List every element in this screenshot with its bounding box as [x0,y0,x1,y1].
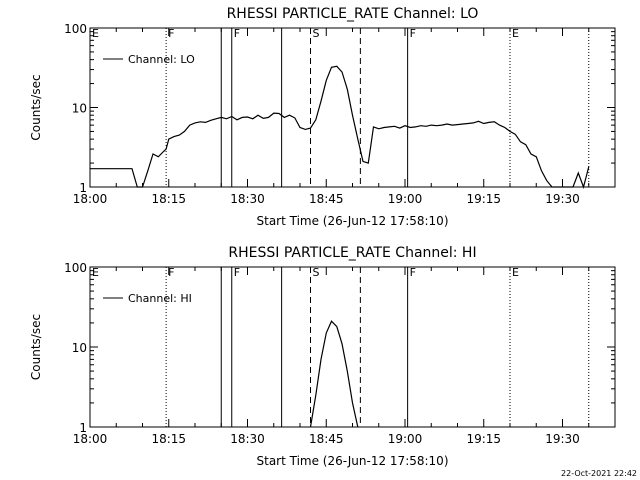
legend-label: Channel: LO [128,53,195,66]
x-tick-label: 18:45 [309,432,344,446]
x-tick-label: 18:00 [73,432,108,446]
event-marker-label: E [512,266,519,279]
x-tick-label: 18:45 [309,192,344,206]
hi-channel-panel: RHESSI PARTICLE_RATE Channel: HI 1 10 100 18… [29,245,616,468]
x-axis-label: Start Time (26-Jun-12 17:58:10) [257,454,449,468]
event-marker-label: F [234,266,240,279]
y-axis-label: Counts/sec [29,74,43,140]
event-marker-label: E [92,266,99,279]
event-marker-label: S [313,27,320,40]
chart-title: RHESSI PARTICLE_RATE Channel: HI [228,245,476,261]
event-marker-label: F [168,266,174,279]
plot-frame [89,27,616,188]
event-marker-label: F [168,27,174,40]
event-marker-label: F [234,27,240,40]
y-tick-label: 100 [64,22,87,36]
y-tick-label: 10 [72,341,87,355]
x-tick-label: 18:30 [230,192,265,206]
y-tick-label: 100 [64,261,87,275]
x-tick-label: 19:15 [466,432,501,446]
particle-rate-series-line [90,65,590,189]
y-axis-label: Counts/sec [29,314,43,380]
x-tick-label: 19:00 [388,432,423,446]
particle-rate-series-line [309,320,359,428]
x-tick-label: 18:30 [230,432,265,446]
x-tick-label: 19:30 [545,192,580,206]
y-tick-label: 1 [79,421,87,435]
y-tick-label: 10 [72,102,87,116]
event-marker-label: E [92,27,99,40]
x-tick-label: 18:00 [73,192,108,206]
chart-title: RHESSI PARTICLE_RATE Channel: LO [227,6,479,22]
event-marker-label: E [512,27,519,40]
y-tick-label: 1 [79,181,87,195]
event-marker-label: F [410,27,416,40]
x-tick-label: 19:15 [466,192,501,206]
event-marker-label: F [410,266,416,279]
x-tick-label: 19:00 [388,192,423,206]
lo-channel-panel: RHESSI PARTICLE_RATE Channel: LO 1 10 100 18… [29,6,616,228]
x-axis-label: Start Time (26-Jun-12 17:58:10) [257,214,449,228]
event-marker-label: S [313,266,320,279]
x-tick-label: 19:30 [545,432,580,446]
x-tick-label: 18:15 [151,432,186,446]
footer-timestamp: 22-Oct-2021 22:42 [561,469,637,478]
x-tick-label: 18:15 [151,192,186,206]
legend-label: Channel: HI [128,292,192,305]
